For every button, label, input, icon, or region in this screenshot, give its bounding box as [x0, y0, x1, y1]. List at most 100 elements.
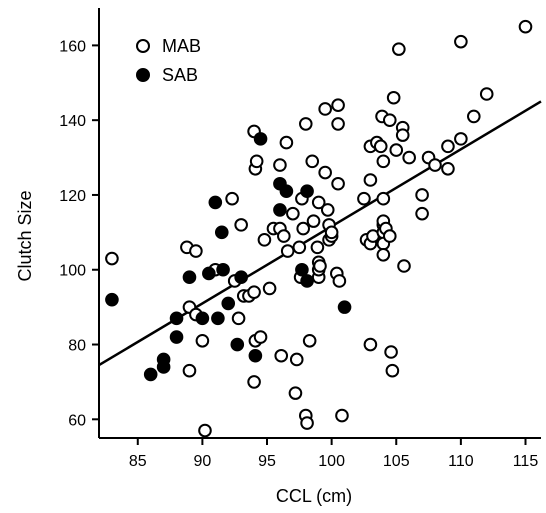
point-mab: [331, 98, 345, 113]
point-mab: [288, 386, 303, 400]
point-sab: [221, 296, 236, 311]
point-mab: [518, 19, 533, 34]
point-mab: [305, 154, 320, 169]
point-mab: [395, 128, 410, 142]
x-axis-ticks: 85 90 95 100 105 110 115: [129, 438, 538, 470]
y-tick-label: 120: [59, 188, 86, 205]
point-sab: [234, 270, 248, 285]
point-mab: [296, 221, 310, 236]
point-mab: [280, 244, 295, 258]
legend-sab-marker: [136, 68, 150, 82]
point-mab: [292, 240, 307, 255]
point-mab: [441, 161, 455, 176]
point-mab: [298, 117, 313, 131]
point-mab: [247, 375, 261, 389]
legend-sab-label: SAB: [162, 65, 198, 85]
y-tick-label: 80: [68, 338, 86, 355]
point-mab: [302, 333, 317, 348]
legend: MAB SAB: [136, 36, 201, 85]
data-points-layer: [105, 19, 533, 438]
regression-line: [98, 100, 542, 367]
point-mab: [105, 251, 119, 266]
point-sab: [202, 266, 216, 281]
point-sab: [211, 311, 225, 326]
y-tick-label: 60: [68, 412, 86, 429]
point-mab: [363, 173, 378, 187]
point-mab: [289, 352, 304, 367]
point-sab: [214, 225, 229, 240]
point-mab: [225, 191, 239, 206]
legend-mab-marker: [136, 39, 150, 53]
point-sab: [248, 348, 263, 363]
point-mab: [384, 345, 398, 359]
point-mab: [402, 150, 416, 165]
point-sab: [253, 132, 268, 146]
point-sab: [182, 270, 197, 285]
point-mab: [300, 416, 314, 430]
point-mab: [376, 191, 391, 206]
point-mab: [428, 158, 442, 172]
point-sab: [295, 262, 309, 277]
legend-mab-label: MAB: [162, 36, 201, 56]
point-mab: [234, 218, 248, 232]
point-sab: [273, 203, 287, 217]
point-mab: [310, 240, 325, 255]
point-mab: [382, 113, 397, 127]
point-mab: [397, 259, 411, 273]
point-mab: [257, 233, 272, 247]
point-mab: [376, 154, 391, 169]
point-mab: [189, 244, 203, 258]
point-mab: [313, 259, 327, 273]
point-sab: [169, 311, 184, 326]
point-mab: [382, 229, 397, 243]
point-mab: [373, 139, 388, 154]
point-mab: [262, 281, 277, 296]
x-tick-label: 110: [448, 453, 474, 470]
point-mab: [392, 42, 406, 56]
point-sab: [208, 195, 223, 210]
x-tick-label: 95: [258, 453, 276, 470]
point-mab: [286, 206, 300, 221]
point-mab: [441, 139, 455, 154]
point-mab: [386, 90, 401, 105]
y-axis-ticks: 60 80 100 120 140 160: [59, 38, 99, 429]
point-mab: [306, 214, 321, 228]
point-mab: [247, 285, 261, 299]
point-mab: [231, 311, 246, 326]
point-mab: [389, 143, 404, 157]
point-mab: [454, 132, 468, 146]
point-mab: [332, 274, 347, 288]
x-tick-label: 90: [193, 453, 211, 470]
point-mab: [273, 158, 287, 172]
point-sab: [156, 360, 171, 374]
x-tick-label: 105: [383, 453, 410, 470]
point-mab: [385, 363, 400, 378]
point-sab: [337, 300, 352, 314]
y-axis-title: Clutch Size: [15, 190, 35, 281]
x-tick-label: 100: [318, 453, 345, 470]
point-mab: [318, 102, 332, 116]
point-sab: [300, 184, 314, 199]
point-mab: [195, 333, 210, 348]
point-mab: [331, 176, 345, 191]
point-mab: [253, 330, 268, 344]
point-mab: [182, 363, 197, 378]
x-tick-label: 115: [513, 453, 539, 470]
point-sab: [279, 184, 294, 199]
y-tick-label: 140: [59, 113, 86, 130]
point-mab: [454, 34, 468, 49]
point-mab: [335, 408, 349, 423]
point-sab: [230, 337, 245, 352]
point-mab: [415, 188, 429, 202]
point-mab: [249, 154, 264, 169]
point-mab: [415, 206, 429, 221]
x-tick-label: 85: [129, 453, 147, 470]
point-mab: [279, 135, 294, 150]
point-mab: [311, 195, 326, 210]
point-mab: [376, 247, 391, 262]
point-sab: [105, 292, 119, 307]
point-sab: [143, 367, 158, 382]
point-mab: [320, 203, 335, 217]
point-sab: [195, 311, 210, 326]
